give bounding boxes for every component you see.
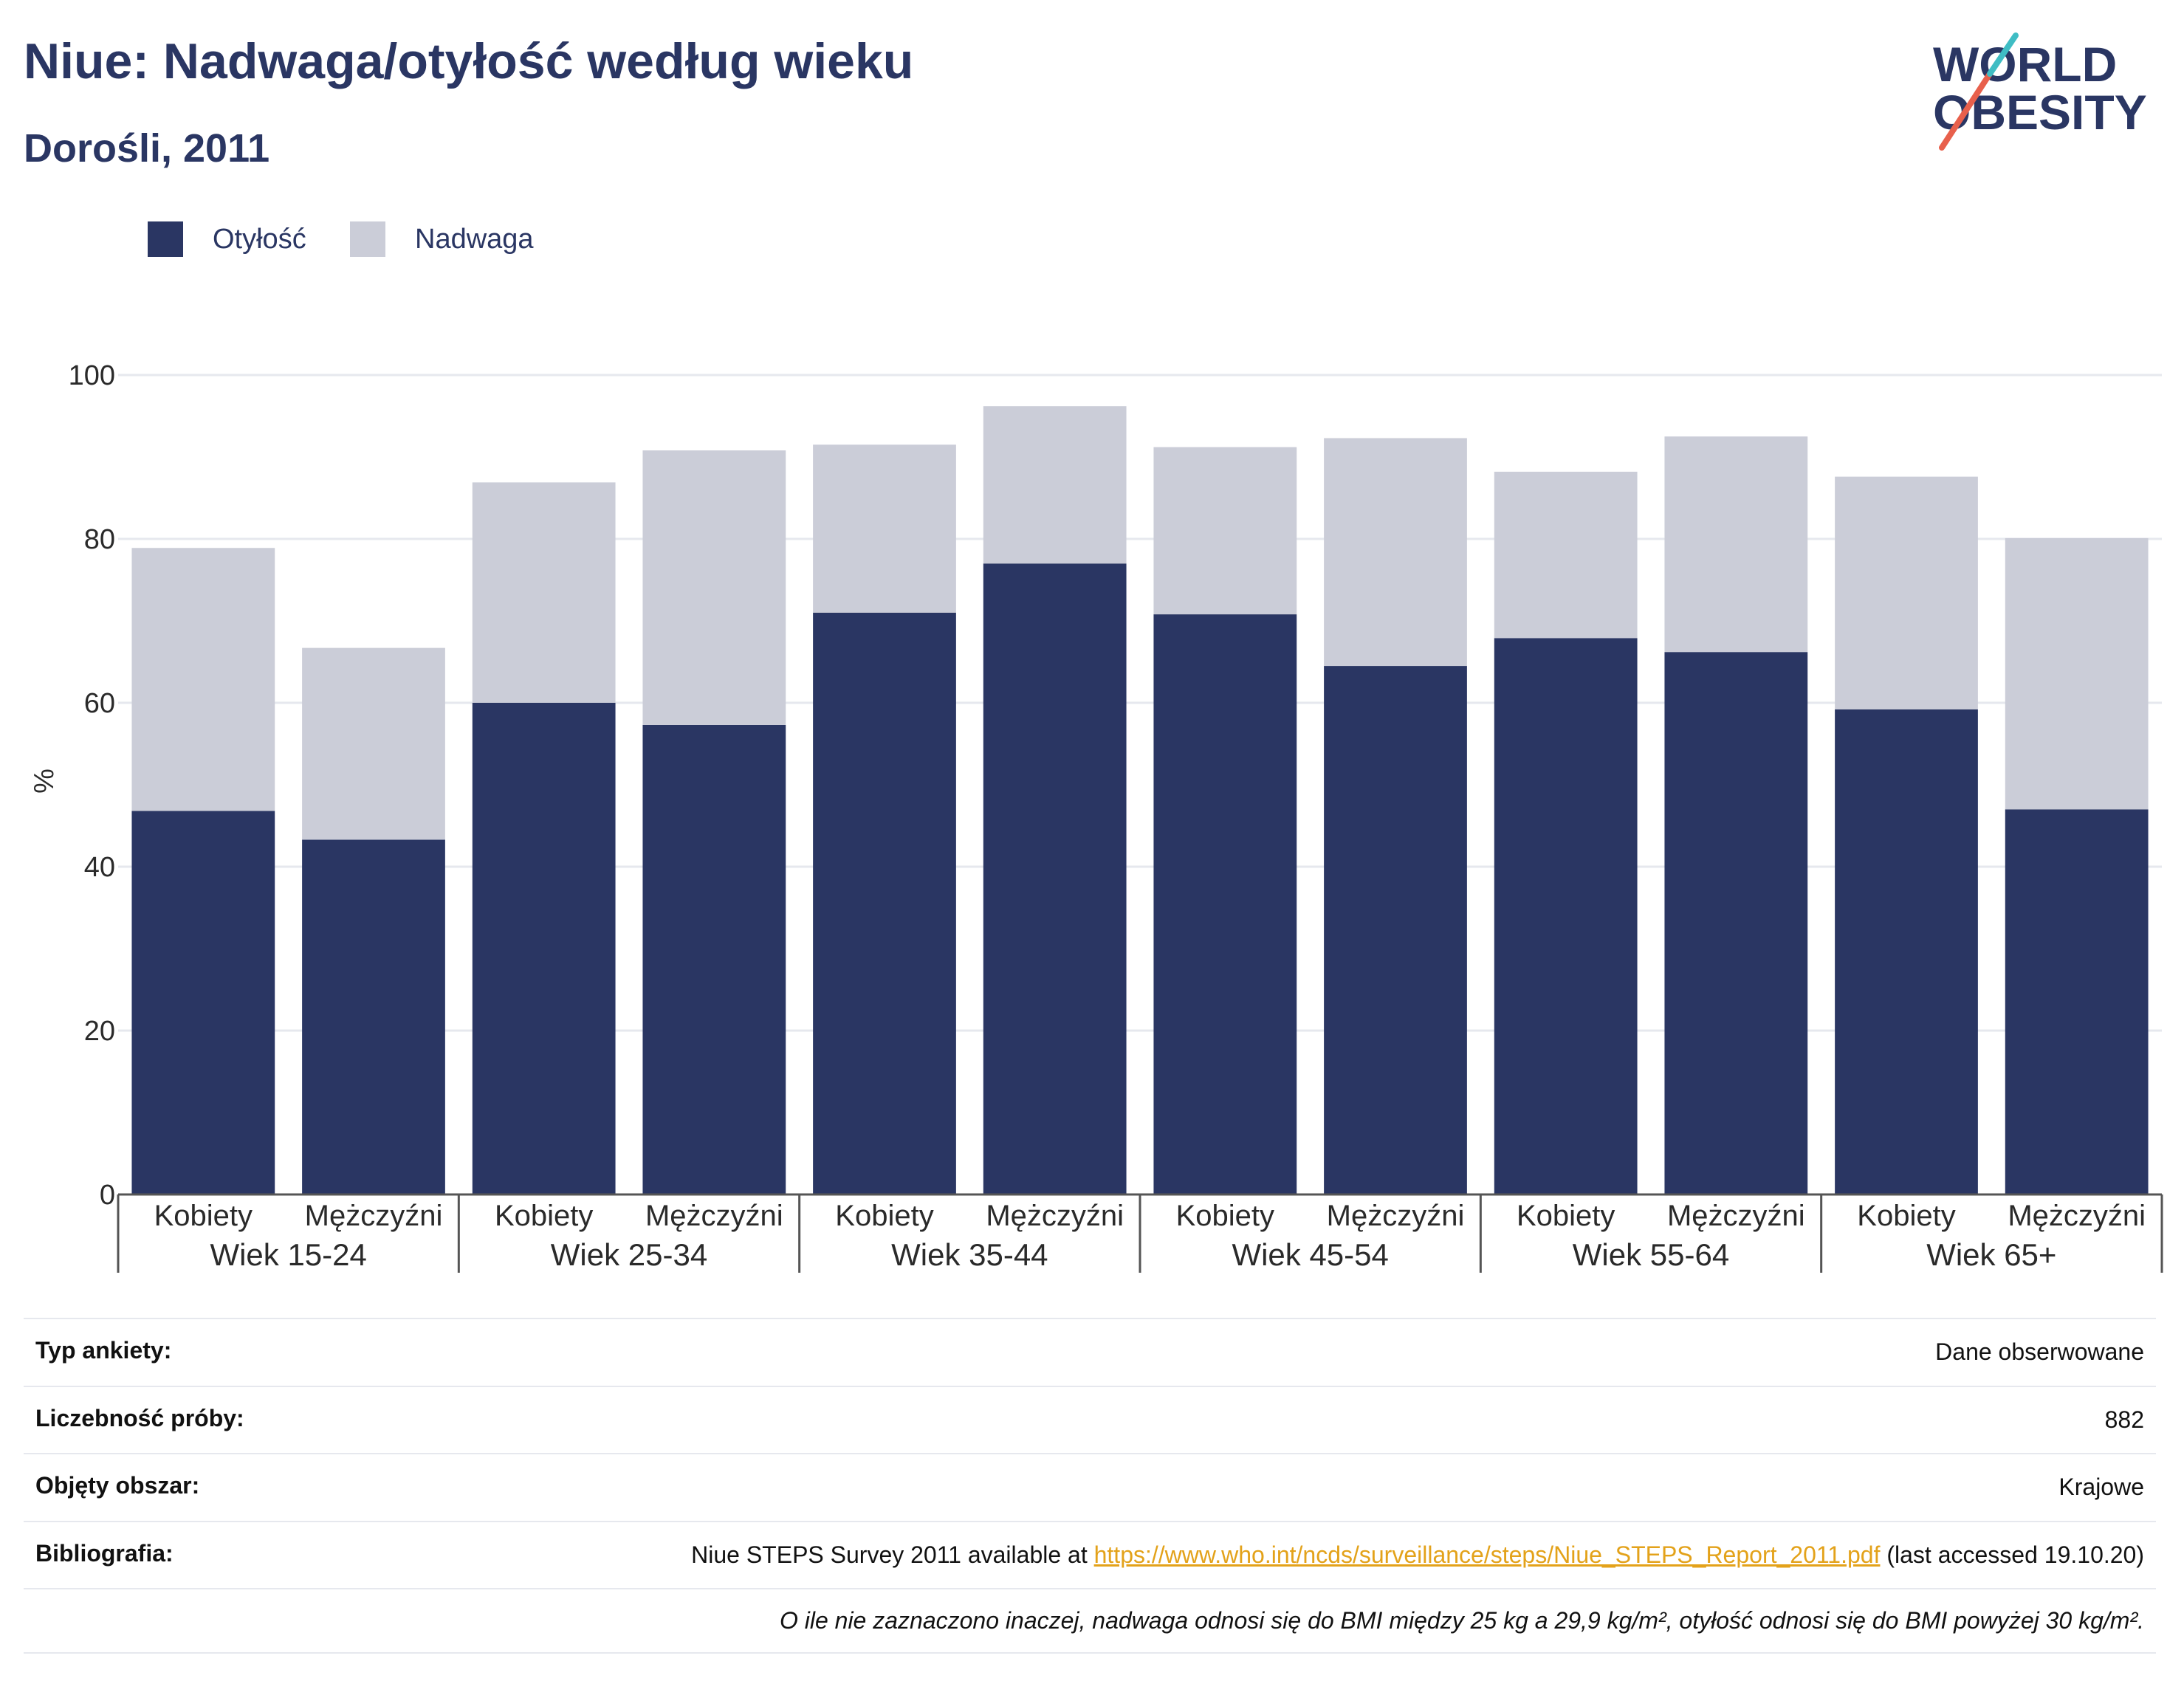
bar-overweight-4[interactable] <box>813 444 956 613</box>
info-label: Objęty obszar: <box>35 1472 200 1499</box>
svg-text:OBESITY: OBESITY <box>1933 85 2147 140</box>
chart-subtitle: Dorośli, 2011 <box>24 126 270 171</box>
legend-swatch-obesity <box>148 221 183 257</box>
bar-obesity-1[interactable] <box>302 839 445 1194</box>
stacked-bar-chart: 0 20 40 60 80 100 Kobiety Mężczyźni Kobiety Mężc… <box>29 360 2163 1273</box>
y-tick-label: 20 <box>84 1016 115 1047</box>
y-axis-label: % <box>29 769 60 794</box>
bar-obesity-7[interactable] <box>1324 666 1467 1194</box>
bar-overweight-7[interactable] <box>1324 438 1467 667</box>
legend-item-overweight[interactable]: Nadwaga <box>350 221 534 257</box>
bar-overweight-8[interactable] <box>1494 471 1638 639</box>
bar-obesity-6[interactable] <box>1153 614 1297 1194</box>
x-category-label: Mężczyźni <box>2008 1200 2146 1232</box>
bar-overweight-3[interactable] <box>642 450 786 725</box>
bar-obesity-4[interactable] <box>813 612 956 1194</box>
info-row-area: Objęty obszar: Krajowe <box>24 1453 2156 1521</box>
bar-overweight-10[interactable] <box>1835 476 1978 709</box>
bar-obesity-3[interactable] <box>642 724 786 1194</box>
y-tick-label: 40 <box>84 852 115 883</box>
bibliography-link[interactable]: https://www.who.int/ncds/surveillance/st… <box>1093 1541 1881 1568</box>
chart-title: Niue: Nadwaga/otyłość według wieku <box>24 33 914 89</box>
bar-obesity-11[interactable] <box>2005 809 2149 1194</box>
x-category-label: Mężczyźni <box>1667 1200 1805 1232</box>
info-label: Liczebność próby: <box>35 1404 244 1431</box>
bar-obesity-10[interactable] <box>1835 709 1978 1194</box>
x-category-label: Kobiety <box>1517 1200 1615 1232</box>
bar-obesity-9[interactable] <box>1664 652 1808 1194</box>
x-group-label: Wiek 55-64 <box>1573 1237 1729 1272</box>
x-category-label: Kobiety <box>835 1200 933 1232</box>
grid-lines <box>118 374 2162 1032</box>
legend-label-overweight: Nadwaga <box>415 223 534 255</box>
x-category-label: Kobiety <box>495 1200 593 1232</box>
legend-swatch-overweight <box>350 221 385 257</box>
x-category-label: Mężczyźni <box>645 1200 783 1232</box>
x-category-label: Mężczyźni <box>986 1200 1124 1232</box>
x-group-label: Wiek 15-24 <box>210 1237 366 1272</box>
x-category-label: Mężczyźni <box>1327 1200 1465 1232</box>
y-tick-label: 0 <box>100 1180 115 1211</box>
bibliography-suffix: (last accessed 19.10.20) <box>1880 1541 2144 1568</box>
bar-overweight-0[interactable] <box>131 548 275 811</box>
info-label: Bibliografia: <box>35 1539 174 1567</box>
y-tick-label: 100 <box>69 360 115 391</box>
bar-overweight-5[interactable] <box>983 406 1127 564</box>
bar-overweight-6[interactable] <box>1153 447 1297 615</box>
x-category-label: Kobiety <box>154 1200 253 1232</box>
world-obesity-logo: WORLD OBESITY <box>1933 32 2147 151</box>
bar-obesity-2[interactable] <box>472 703 616 1194</box>
y-tick-label: 80 <box>84 524 115 555</box>
bar-overweight-11[interactable] <box>2005 537 2149 810</box>
bar-obesity-5[interactable] <box>983 563 1127 1194</box>
svg-text:WORLD: WORLD <box>1933 37 2117 92</box>
bar-overweight-9[interactable] <box>1664 436 1808 653</box>
x-group-label: Wiek 65+ <box>1926 1237 2056 1272</box>
info-row-sample-size: Liczebność próby: 882 <box>24 1385 2156 1454</box>
bibliography-value: Niue STEPS Survey 2011 available at http… <box>691 1540 2144 1571</box>
legend-item-obesity[interactable]: Otyłość <box>148 221 306 257</box>
x-axis: Kobiety Mężczyźni Kobiety Mężczyźni Kobiety M… <box>117 1193 2163 1273</box>
bars <box>131 406 2149 1194</box>
bar-overweight-1[interactable] <box>302 647 445 840</box>
bar-overweight-2[interactable] <box>472 482 616 703</box>
y-tick-label: 60 <box>84 688 115 719</box>
legend-label-obesity: Otyłość <box>213 223 306 255</box>
info-value: Dane obserwowane <box>1935 1338 2144 1365</box>
x-category-label: Kobiety <box>1176 1200 1274 1232</box>
x-category-label: Kobiety <box>1857 1200 1955 1232</box>
info-row-bibliography: Bibliografia: Niue STEPS Survey 2011 ava… <box>24 1520 2156 1589</box>
info-row-survey-type: Typ ankiety: Dane obserwowane <box>24 1318 2156 1386</box>
bibliography-prefix: Niue STEPS Survey 2011 available at <box>691 1541 1094 1568</box>
x-group-label: Wiek 35-44 <box>891 1237 1048 1272</box>
y-axis-ticks: 0 20 40 60 80 100 <box>69 360 115 1211</box>
info-label: Typ ankiety: <box>35 1337 172 1364</box>
definition-note: O ile nie zaznaczono inaczej, nadwaga od… <box>24 1588 2156 1654</box>
x-group-label: Wiek 45-54 <box>1232 1237 1388 1272</box>
x-group-label: Wiek 25-34 <box>551 1237 707 1272</box>
info-table: Typ ankiety: Dane obserwowane Liczebność… <box>24 1318 2156 1654</box>
info-value: 882 <box>2104 1406 2144 1433</box>
x-category-label: Mężczyźni <box>305 1200 443 1232</box>
bar-obesity-0[interactable] <box>131 811 275 1194</box>
bar-obesity-8[interactable] <box>1494 638 1638 1194</box>
info-value: Krajowe <box>2058 1474 2144 1501</box>
